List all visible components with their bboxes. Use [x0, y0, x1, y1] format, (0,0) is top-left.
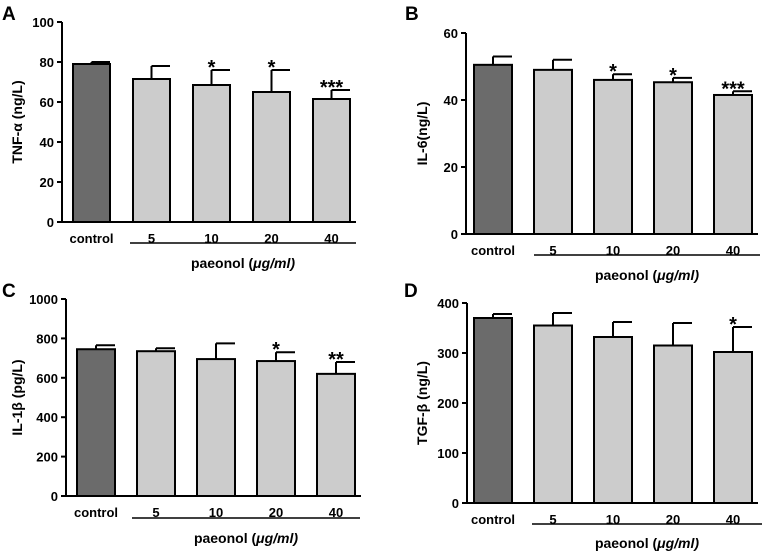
- bar-control: [473, 317, 513, 504]
- bar-20: [256, 360, 296, 497]
- y-tick-label: 0: [451, 227, 458, 242]
- y-tick-label: 800: [36, 331, 58, 346]
- bar-5: [533, 68, 573, 235]
- x-tick-label: control: [471, 512, 515, 527]
- y-axis-label: IL-1β (pg/L): [9, 359, 25, 435]
- y-tick-label: 600: [36, 371, 58, 386]
- significance-marker: *: [609, 61, 617, 83]
- y-tick-label: 0: [51, 489, 58, 504]
- x-axis-label: paeonol (μg/ml): [595, 535, 699, 551]
- y-tick-label: 60: [444, 26, 458, 41]
- panel-c: CIL-1β (pg/L)control 5 10*20**400200400600…: [2, 281, 361, 546]
- bar-40: [312, 98, 351, 223]
- y-tick-label: 1000: [29, 292, 58, 307]
- x-axis-label: paeonol (μg/ml): [191, 255, 295, 271]
- y-tick-label: 20: [444, 160, 458, 175]
- y-tick-label: 100: [437, 446, 459, 461]
- x-axis-label-prefix: paeonol (: [194, 530, 257, 546]
- bar-5: [132, 78, 171, 223]
- bar-10: [196, 358, 236, 497]
- significance-marker: *: [272, 339, 280, 361]
- y-tick-label: 40: [444, 93, 458, 108]
- x-axis-label-prefix: paeonol (: [191, 255, 254, 271]
- x-axis-label-unit: μg/ml): [656, 267, 699, 283]
- panel-letter: A: [2, 4, 16, 25]
- x-tick-label: 5: [549, 243, 556, 258]
- y-tick-label: 0: [47, 215, 54, 230]
- x-axis-label-unit: μg/ml): [255, 530, 298, 546]
- bar-10: [593, 336, 633, 504]
- bar-5: [136, 350, 176, 497]
- x-tick-label: control: [69, 231, 113, 246]
- bar-20: [653, 81, 693, 236]
- x-axis-label-prefix: paeonol (: [595, 267, 658, 283]
- y-tick-label: 100: [32, 15, 54, 30]
- panel-letter: B: [405, 4, 419, 25]
- bar-5: [533, 324, 573, 504]
- x-tick-label: control: [471, 243, 515, 258]
- y-tick-label: 400: [36, 410, 58, 425]
- x-tick-label: 5: [148, 231, 155, 246]
- panel-letter: D: [404, 281, 418, 302]
- y-axis-label: TGF-β (ng/L): [414, 361, 430, 445]
- x-axis-label: paeonol (μg/ml): [595, 267, 699, 283]
- significance-marker: *: [729, 314, 737, 336]
- y-axis-label: IL-6(ng/L): [414, 102, 430, 166]
- y-tick-label: 400: [437, 296, 459, 311]
- x-tick-label: control: [74, 505, 118, 520]
- bar-40: [316, 372, 356, 497]
- panel-letter: C: [2, 281, 16, 302]
- x-tick-label: 5: [152, 505, 159, 520]
- x-tick-label: 20: [269, 505, 283, 520]
- bar-40: [713, 351, 753, 504]
- bar-control: [76, 348, 116, 497]
- bar-20: [252, 91, 291, 223]
- significance-marker: **: [328, 349, 344, 371]
- x-tick-label: 5: [549, 512, 556, 527]
- significance-marker: *: [669, 65, 677, 87]
- y-axis-label: TNF-α (ng/L): [9, 80, 25, 163]
- x-axis-label-unit: μg/ml): [252, 255, 295, 271]
- y-tick-label: 200: [437, 396, 459, 411]
- x-axis-label: paeonol (μg/ml): [194, 530, 298, 546]
- bar-10: [192, 84, 231, 223]
- y-tick-label: 300: [437, 346, 459, 361]
- y-tick-label: 20: [40, 175, 54, 190]
- x-tick-label: 40: [329, 505, 343, 520]
- bar-40: [713, 93, 753, 235]
- significance-marker: *: [268, 57, 276, 79]
- significance-marker: ***: [320, 77, 344, 99]
- bar-control: [72, 63, 111, 223]
- bar-control: [473, 63, 513, 235]
- x-tick-label: 10: [209, 505, 223, 520]
- significance-marker: ***: [721, 78, 745, 100]
- y-tick-label: 60: [40, 95, 54, 110]
- panel-b: BIL-6(ng/L)control 5*10*20***400204060pae…: [405, 4, 760, 283]
- y-tick-label: 200: [36, 450, 58, 465]
- bar-20: [653, 344, 693, 504]
- significance-marker: *: [208, 57, 216, 79]
- y-tick-label: 0: [452, 496, 459, 511]
- x-axis-label-unit: μg/ml): [656, 535, 699, 551]
- y-tick-label: 40: [40, 135, 54, 150]
- x-axis-label-prefix: paeonol (: [595, 535, 658, 551]
- y-tick-label: 80: [40, 55, 54, 70]
- bar-10: [593, 78, 633, 236]
